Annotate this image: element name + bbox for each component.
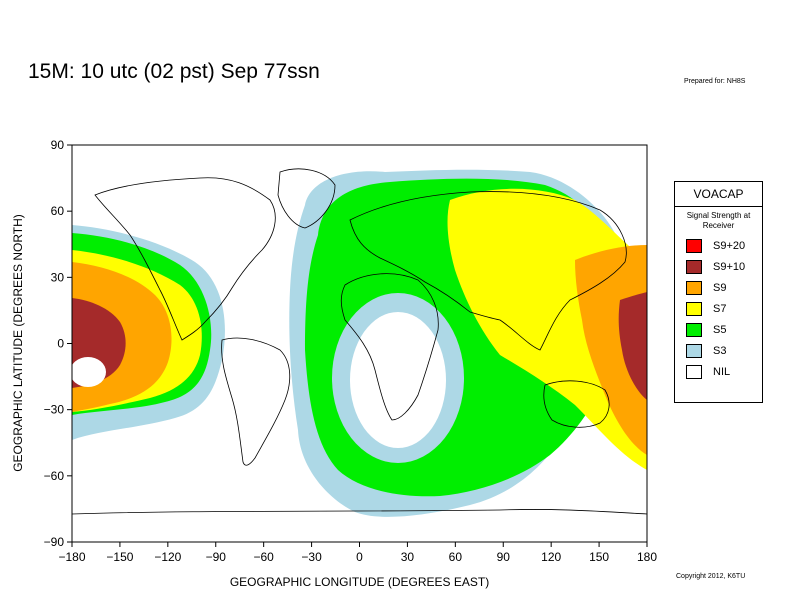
x-tick-label: −150 [106,550,133,564]
y-tick-label: 30 [51,270,65,284]
legend-swatch [686,238,702,253]
legend-swatch [686,364,702,379]
eurasia-outline [349,191,627,351]
legend-label: S5 [713,323,727,336]
y-tick-label: 0 [57,337,64,351]
legend-swatch [686,259,702,274]
legend-item: S5 [675,319,762,340]
legend-item: S9+20 [675,235,762,256]
y-axis-label: GEOGRAPHIC LATITUDE (DEGREES NORTH) [11,214,25,472]
coverage-layer [72,145,647,542]
legend-swatch [686,343,702,358]
legend-label: NIL [713,365,731,378]
signal-legend: VOACAP Signal Strength at Receiver S9+20… [674,181,763,403]
legend-label: S3 [713,344,727,357]
y-tick-label: −60 [44,469,65,483]
legend-item: S9+10 [675,256,762,277]
africa-outline [340,273,439,421]
legend-swatch [686,301,702,316]
south-america-outline [221,337,291,466]
y-tick-label: 90 [51,138,65,152]
y-tick-label: −90 [44,535,65,549]
prepared-for-note: Prepared for: NH8S [684,78,746,85]
x-axis-ticks: −180 −150 −120 −90 −60 −30 0 30 60 90 120 150 180 [58,542,657,564]
antarctica-outline [72,509,647,515]
legend-label: S9+10 [713,260,746,273]
legend-item: S3 [675,340,762,361]
x-axis-label: GEOGRAPHIC LONGITUDE (DEGREES EAST) [229,575,490,589]
x-tick-label: 120 [541,550,561,564]
y-axis-ticks: 90 60 30 0 −30 −60 −90 [44,138,72,549]
x-tick-label: 60 [449,550,463,564]
x-tick-label: 180 [637,550,657,564]
legend-items: S9+20 S9+10 S9 S7 S5 S3 NIL [675,235,762,382]
legend-subtitle: Signal Strength at Receiver [686,211,751,230]
legend-swatch [686,280,702,295]
x-tick-label: 30 [401,550,415,564]
x-tick-label: 0 [356,550,363,564]
y-tick-label: 60 [51,204,65,218]
coverage-s9p10 [618,292,647,400]
legend-item: S7 [675,298,762,319]
map-title: 15M: 10 utc (02 pst) Sep 77ssn [28,60,320,83]
x-tick-label: 90 [497,550,511,564]
legend-label: S9+20 [713,239,746,252]
coastlines [72,168,647,515]
x-tick-label: −120 [154,550,181,564]
coverage-nil-west [72,357,106,387]
legend-label: S9 [713,281,727,294]
legend-title: VOACAP [675,182,762,207]
x-tick-label: −90 [206,550,227,564]
x-tick-label: 150 [589,550,609,564]
greenland-outline [277,168,336,229]
australia-outline [543,380,610,428]
north-america-outline [94,177,276,341]
y-tick-label: −30 [44,403,65,417]
x-tick-label: −60 [253,550,274,564]
coverage-nil-hole [350,312,446,448]
x-tick-label: −180 [58,550,85,564]
x-tick-label: −30 [301,550,322,564]
legend-label: S7 [713,302,727,315]
copyright-note: Copyright 2012, K6TU [676,573,746,580]
legend-item: NIL [675,361,762,382]
legend-swatch [686,322,702,337]
legend-item: S9 [675,277,762,298]
